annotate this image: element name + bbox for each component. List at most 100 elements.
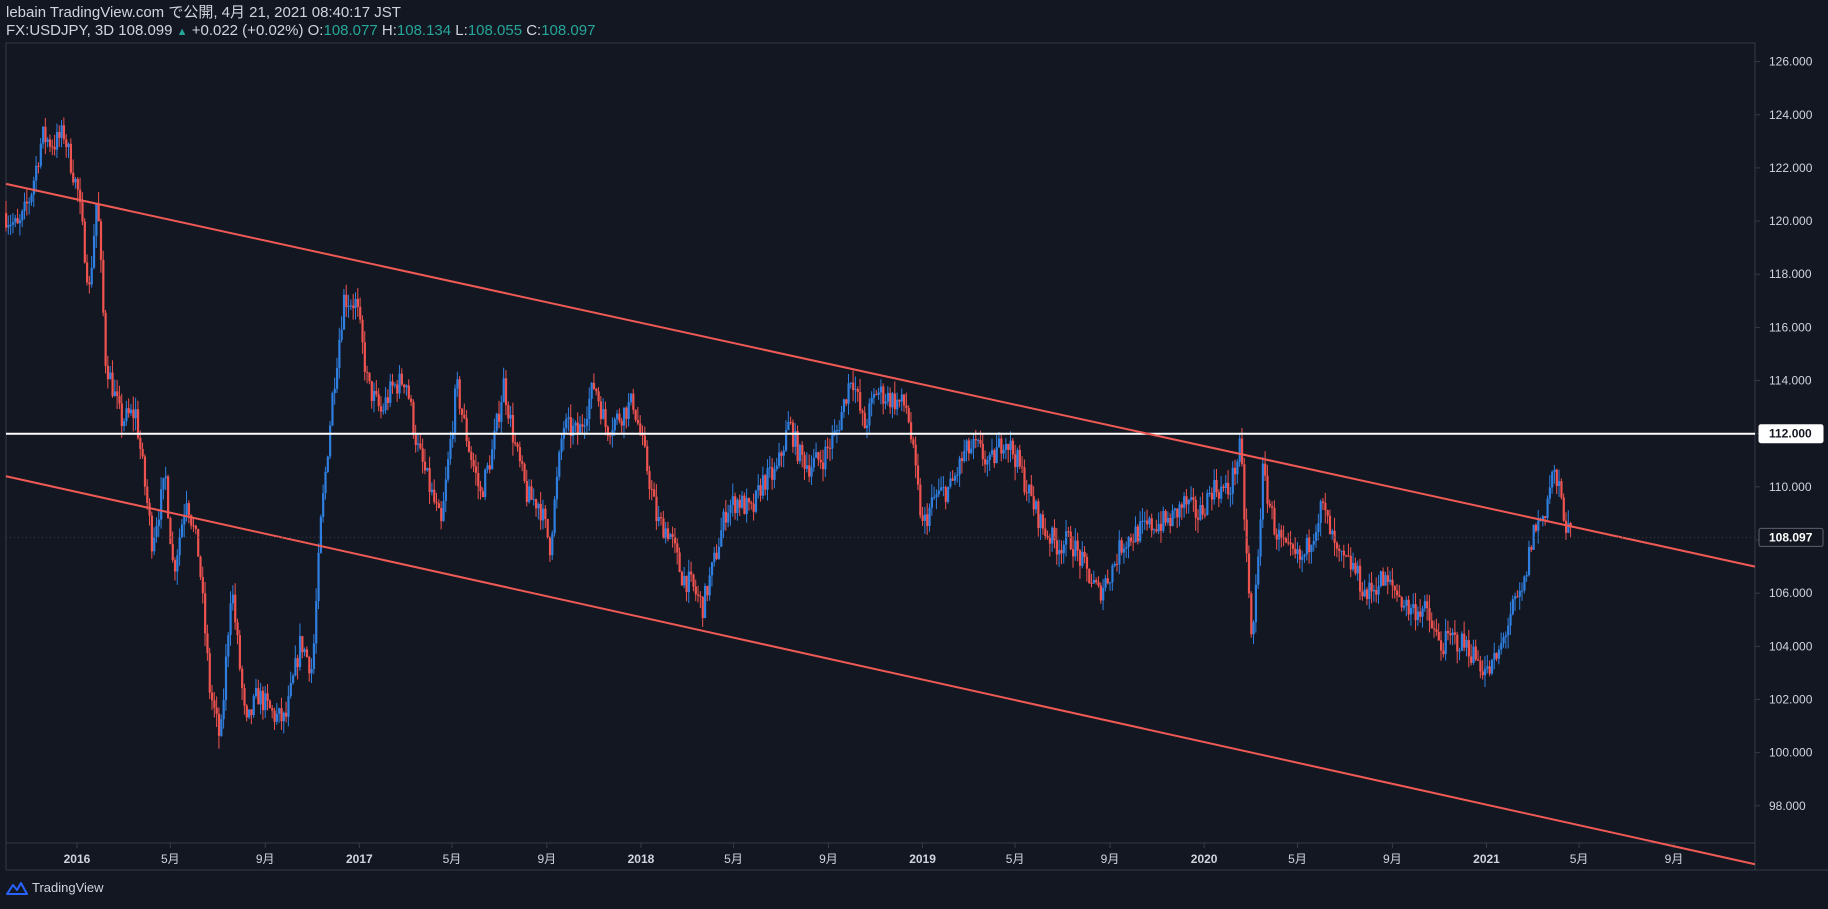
candle-body xyxy=(16,218,19,224)
candle-body xyxy=(847,383,850,404)
candle-body xyxy=(1157,523,1160,532)
candle-body xyxy=(655,496,658,522)
candle-body xyxy=(889,392,892,408)
candle-body xyxy=(803,454,806,469)
y-tick-label: 118.000 xyxy=(1769,267,1812,281)
candle-body xyxy=(201,577,204,594)
candle-body xyxy=(215,707,218,714)
candle-body xyxy=(1544,516,1547,518)
candle-body xyxy=(585,418,589,426)
candle-body xyxy=(349,305,353,307)
candle-body xyxy=(1180,504,1183,508)
candle-body xyxy=(340,329,343,340)
candle-body xyxy=(1541,516,1545,521)
candle-body xyxy=(254,688,258,697)
candle-body xyxy=(1129,537,1133,542)
candle-body xyxy=(1291,544,1295,549)
y-tick-label: 120.000 xyxy=(1769,214,1813,228)
candle-body xyxy=(164,476,167,479)
candle-body xyxy=(1264,463,1267,476)
candle-body xyxy=(88,282,91,285)
candle-body xyxy=(599,401,603,419)
candle-body xyxy=(123,421,126,427)
candle-body xyxy=(113,391,116,397)
candle-body xyxy=(377,394,380,407)
candle-body xyxy=(194,525,197,529)
candle-body xyxy=(930,497,934,508)
candle-body xyxy=(331,393,334,426)
candle-body xyxy=(495,413,498,431)
candle-body xyxy=(1229,493,1232,495)
candle-body xyxy=(958,458,961,475)
candle-body xyxy=(764,475,767,490)
candle-body xyxy=(514,442,517,445)
candle-body xyxy=(1375,589,1378,595)
candle-body xyxy=(46,139,49,142)
candle-body xyxy=(192,525,195,527)
candle-body xyxy=(923,514,927,521)
candle-body xyxy=(120,403,123,427)
candle-body xyxy=(1224,482,1227,489)
candle-body xyxy=(1379,571,1383,587)
candle-body xyxy=(766,467,769,490)
candle-body xyxy=(389,381,392,403)
candle-body xyxy=(222,700,225,720)
candle-body xyxy=(1106,578,1109,584)
candle-body xyxy=(14,218,17,223)
candle-body xyxy=(442,500,445,522)
candle-body xyxy=(1143,520,1146,522)
candle-body xyxy=(977,440,980,442)
candle-body xyxy=(720,530,723,547)
candle-body xyxy=(1333,530,1336,543)
candle-body xyxy=(1046,535,1049,538)
candle-body xyxy=(745,498,748,514)
candle-body xyxy=(234,594,237,623)
candle-body xyxy=(516,444,519,448)
candle-body xyxy=(794,431,797,447)
candle-body xyxy=(1146,520,1149,525)
candle-body xyxy=(921,515,924,521)
candle-body xyxy=(1514,596,1517,600)
candle-body xyxy=(676,543,679,553)
candle-body xyxy=(1240,438,1244,465)
candle-body xyxy=(572,425,575,436)
candle-body xyxy=(854,388,857,391)
candle-body xyxy=(97,204,100,222)
x-tick-label: 9月 xyxy=(537,852,556,866)
candle-body xyxy=(412,401,415,434)
footer-brand[interactable]: TradingView xyxy=(6,880,104,895)
candle-body xyxy=(944,487,947,502)
candle-body xyxy=(1000,438,1003,454)
symbol-label: FX:USDJPY, 3D 108.099 xyxy=(6,22,173,39)
candle-body xyxy=(1280,529,1283,538)
candle-body xyxy=(1326,510,1329,516)
candle-body xyxy=(1275,534,1278,540)
candle-body xyxy=(1164,510,1167,523)
candle-body xyxy=(798,444,802,462)
candle-body xyxy=(856,388,859,393)
candle-body xyxy=(1493,652,1496,660)
candle-body xyxy=(835,430,839,432)
candle-body xyxy=(1099,585,1102,601)
candle-body xyxy=(379,406,383,412)
candle-body xyxy=(727,512,730,523)
candle-body xyxy=(69,143,73,173)
candle-body xyxy=(648,471,651,490)
candle-body xyxy=(618,413,621,421)
candle-body xyxy=(1141,520,1144,522)
candle-body xyxy=(1113,563,1116,566)
candle-body xyxy=(21,210,24,221)
candle-body xyxy=(1382,571,1385,586)
candle-body xyxy=(1152,529,1156,531)
candle-body xyxy=(167,476,170,518)
candle-body xyxy=(680,571,684,586)
candle-body xyxy=(1199,504,1202,520)
candle-body xyxy=(1400,597,1403,608)
candle-body xyxy=(819,459,822,463)
candle-body xyxy=(933,497,936,499)
candle-body xyxy=(1419,611,1422,617)
candle-body xyxy=(384,397,387,411)
candle-body xyxy=(491,449,494,470)
candle-body xyxy=(775,465,778,470)
